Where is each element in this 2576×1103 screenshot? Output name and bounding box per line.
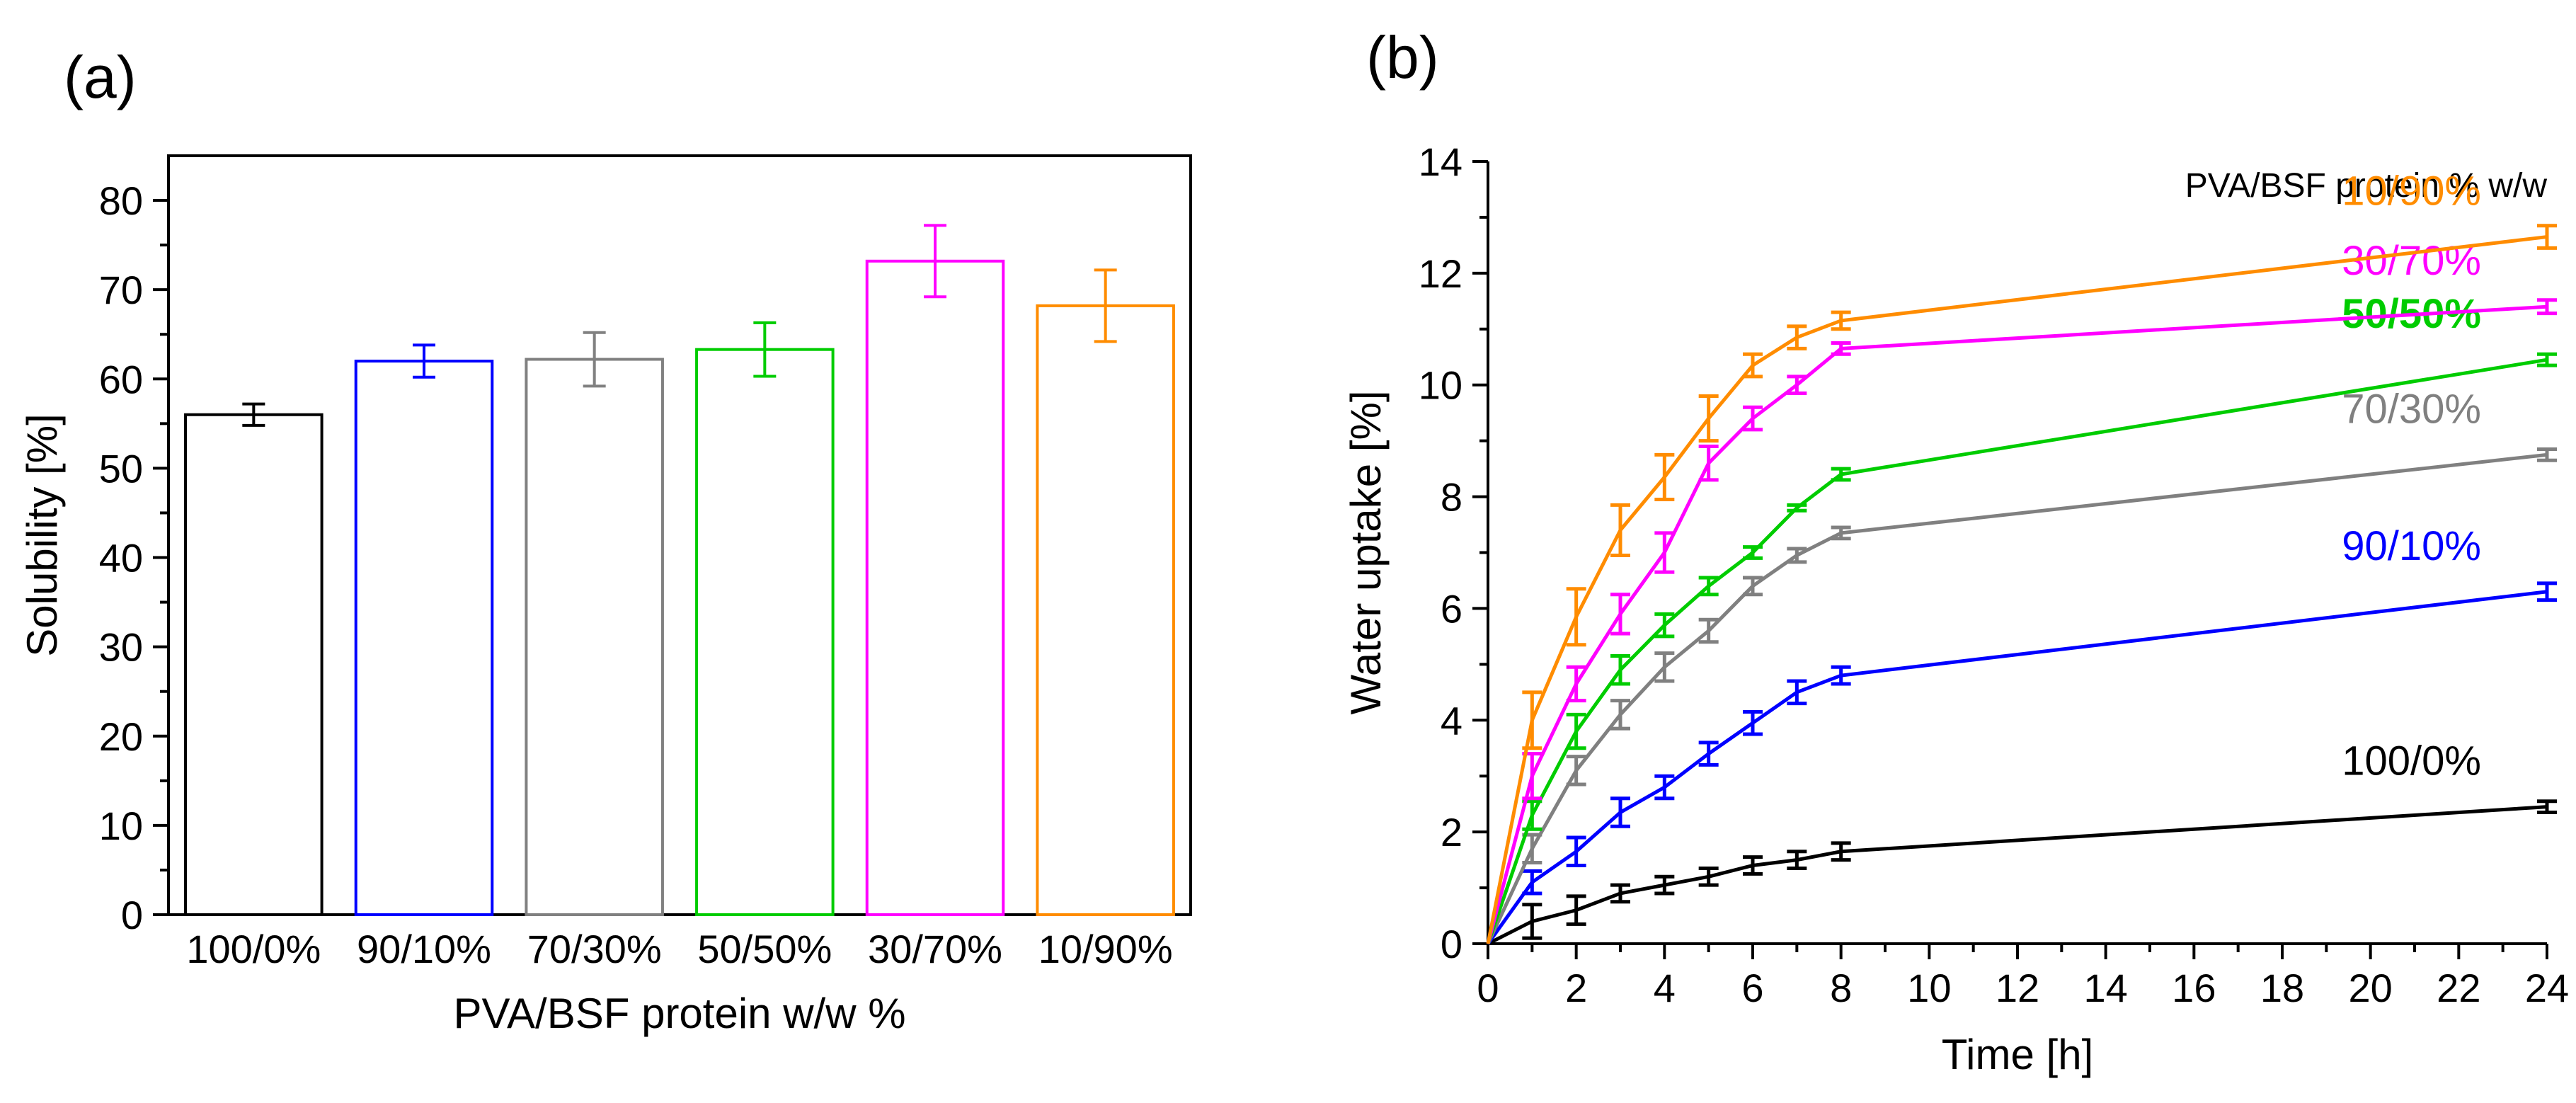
x-tick-label: 18 [2260,966,2304,1010]
x-tick-label: 10 [1907,966,1951,1010]
x-tick-label: 6 [1741,966,1763,1010]
series-label: 10/90% [2342,168,2481,215]
y-tick-label: 80 [99,178,143,223]
x-category-label: 30/70% [868,927,1002,971]
series-label: 70/30% [2342,386,2481,432]
y-tick-label: 40 [99,536,143,581]
series-line [1486,590,2548,945]
y-tick-label: 60 [99,357,143,401]
y-tick-label: 50 [99,446,143,491]
x-tick-label: 12 [1996,966,2039,1010]
x-tick-label: 0 [1477,966,1499,1010]
series-line [1486,452,2548,945]
y-tick-label: 30 [99,625,143,670]
y-tick-label: 0 [121,893,143,937]
y-tick-label: 8 [1441,475,1462,520]
x-tick-label: 24 [2525,966,2569,1010]
x-category-label: 10/90% [1038,927,1173,971]
x-category-label: 90/10% [357,927,491,971]
x-tick-label: 16 [2172,966,2216,1010]
y-tick-label: 10 [99,804,143,848]
series-line [1486,304,2548,944]
bar [695,348,835,916]
panel-a-label: (a) [64,44,137,110]
x-tick-label: 2 [1565,966,1587,1010]
bar [184,413,324,916]
x-category-label: 100/0% [186,927,321,971]
y-axis-title: Solubility [%] [18,413,66,656]
y-tick-label: 4 [1441,698,1462,743]
y-tick-label: 70 [99,268,143,312]
y-tick-label: 14 [1419,139,1462,184]
series-label: 100/0% [2342,738,2481,784]
y-tick-label: 0 [1441,922,1462,966]
y-axis-title: Water uptake [%] [1342,391,1390,715]
y-tick-label: 2 [1441,810,1462,855]
y-tick-label: 20 [99,714,143,759]
plot-frame [167,154,1192,916]
y-tick-label: 12 [1419,251,1462,296]
series-line [1486,235,2548,944]
x-category-label: 50/50% [697,927,832,971]
bar [865,259,1005,916]
y-tick-label: 6 [1441,586,1462,631]
panel-a: (a) 0 10 20 30 40 50 60 70 80 Solubility [%] PVA/B… [18,44,1192,1037]
y-tick-label: 10 [1419,363,1462,408]
x-tick-label: 14 [2084,966,2128,1010]
bar [525,358,664,917]
x-axis-title: Time [h] [1942,1031,2093,1078]
series-line [1487,805,2548,946]
series-line [1486,358,2548,944]
bar [1036,304,1175,917]
x-axis-title: PVA/BSF protein w/w % [453,990,905,1037]
bar [354,360,494,916]
legend-title: PVA/BSF protein % w/w [2185,167,2548,205]
x-tick-label: 22 [2437,966,2480,1010]
series-label: 90/10% [2342,523,2481,569]
x-tick-label: 20 [2349,966,2393,1010]
panel-b-label: (b) [1366,24,1439,91]
x-category-label: 70/30% [527,927,662,971]
series-label: 30/70% [2342,238,2481,284]
x-tick-label: 4 [1654,966,1676,1010]
x-tick-label: 8 [1830,966,1852,1010]
